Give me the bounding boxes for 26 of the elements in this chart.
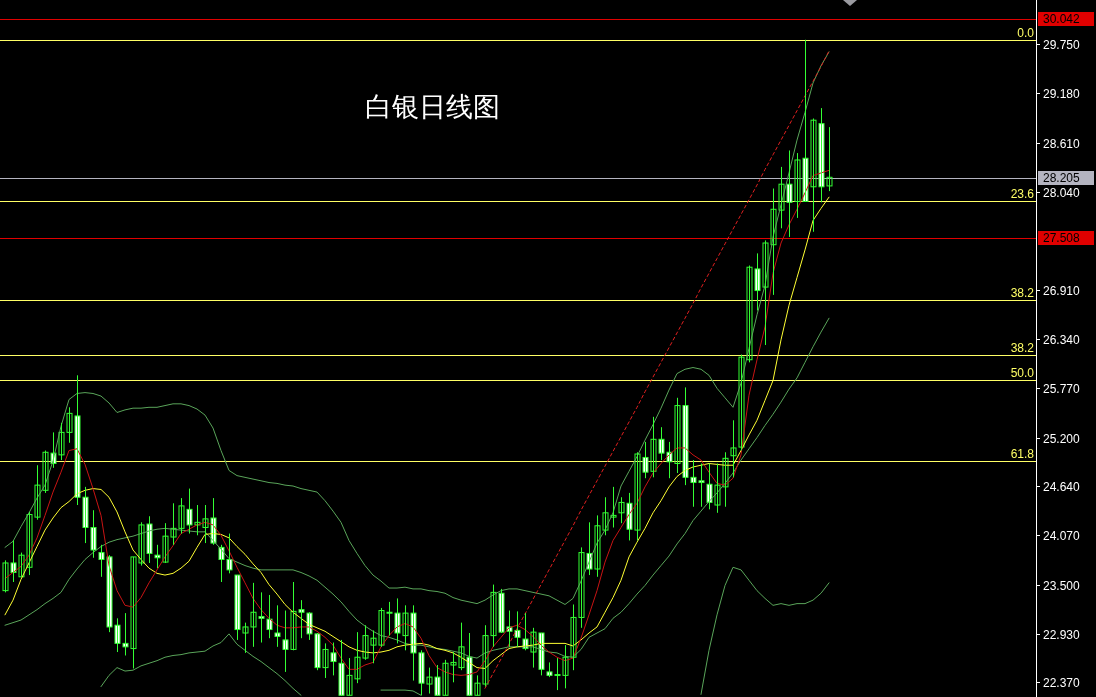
y-tick-label: 22.930 (1043, 627, 1081, 642)
candlestick (266, 594, 273, 639)
ref-line-label: 28.205 (1043, 171, 1081, 185)
annotation: 61.8 (1010, 446, 1035, 461)
y-tick-label: 28.040 (1043, 185, 1081, 200)
annotation: 23.6 (1010, 187, 1035, 202)
line-series (4, 51, 830, 605)
annotation: 0.0 (1017, 25, 1035, 40)
y-tick-label: 28.610 (1043, 136, 1081, 151)
y-tick-label: 29.750 (1043, 37, 1081, 52)
y-tick-label: 25.200 (1043, 431, 1081, 446)
y-tick-label: 24.640 (1043, 479, 1081, 494)
y-tick-label: 25.770 (1043, 381, 1081, 396)
y-tick-label: 26.340 (1043, 332, 1081, 347)
ref-line-label: 27.508 (1043, 231, 1081, 245)
y-tick-label: 24.070 (1043, 528, 1081, 543)
text: 白银日线图 (365, 92, 500, 122)
y-tick-label: 26.910 (1043, 283, 1081, 298)
annotation: 50.0 (1010, 366, 1035, 381)
y-tick-label: 23.500 (1043, 578, 1081, 593)
annotation: 38.2 (1010, 340, 1035, 355)
y-tick-label: 29.180 (1043, 86, 1081, 101)
y-tick-label: 22.370 (1043, 675, 1081, 690)
ref-line-label: 30.042 (1043, 12, 1081, 26)
candlestick (274, 604, 281, 648)
annotation: 38.2 (1010, 286, 1035, 301)
